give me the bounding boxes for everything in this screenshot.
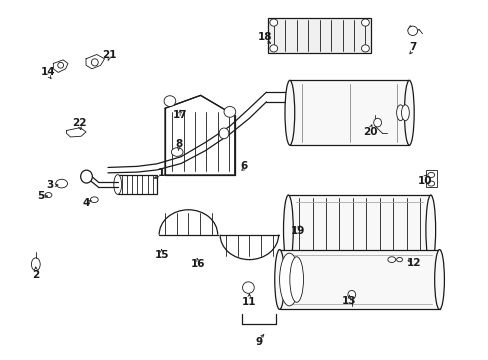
Text: 13: 13	[342, 296, 356, 306]
Text: 20: 20	[362, 127, 377, 136]
Text: 4: 4	[82, 198, 89, 208]
Bar	[279, 249, 439, 310]
Ellipse shape	[114, 175, 122, 194]
Ellipse shape	[387, 257, 395, 262]
Ellipse shape	[242, 282, 254, 293]
Text: 22: 22	[72, 118, 87, 128]
Ellipse shape	[434, 249, 444, 310]
Ellipse shape	[31, 258, 40, 271]
Bar	[425, 170, 436, 187]
Ellipse shape	[361, 19, 368, 26]
Ellipse shape	[91, 59, 98, 66]
Ellipse shape	[401, 105, 408, 121]
Text: 18: 18	[258, 32, 272, 42]
Ellipse shape	[347, 291, 355, 299]
Text: 11: 11	[242, 297, 256, 307]
Ellipse shape	[407, 26, 417, 36]
Bar	[288, 195, 430, 265]
Ellipse shape	[219, 128, 228, 139]
Ellipse shape	[279, 253, 299, 306]
Text: 9: 9	[255, 337, 262, 347]
Ellipse shape	[396, 257, 402, 262]
Text: 19: 19	[290, 226, 305, 236]
Ellipse shape	[425, 195, 435, 265]
Ellipse shape	[427, 181, 434, 186]
Text: 15: 15	[154, 250, 168, 260]
Text: 2: 2	[32, 270, 40, 280]
Text: 5: 5	[37, 191, 44, 201]
Text: 7: 7	[408, 42, 416, 52]
Ellipse shape	[361, 45, 368, 52]
Text: 6: 6	[241, 161, 247, 171]
Text: 3: 3	[46, 180, 53, 190]
Ellipse shape	[285, 80, 294, 145]
Ellipse shape	[269, 19, 277, 26]
Bar	[267, 18, 370, 53]
Text: 10: 10	[417, 176, 431, 186]
Text: 12: 12	[406, 258, 421, 268]
Ellipse shape	[269, 45, 277, 52]
Ellipse shape	[56, 179, 67, 188]
Ellipse shape	[396, 105, 404, 121]
Ellipse shape	[58, 62, 63, 68]
Ellipse shape	[274, 249, 284, 310]
Ellipse shape	[45, 193, 52, 198]
Text: 8: 8	[175, 139, 182, 149]
Ellipse shape	[163, 96, 175, 107]
Bar	[289, 80, 408, 145]
Ellipse shape	[171, 148, 183, 156]
Text: 1: 1	[158, 168, 165, 178]
Text: 17: 17	[172, 111, 187, 121]
Text: 16: 16	[190, 259, 205, 269]
Bar	[118, 175, 157, 194]
Ellipse shape	[289, 257, 303, 302]
Ellipse shape	[90, 197, 98, 203]
Ellipse shape	[81, 170, 92, 183]
Ellipse shape	[404, 80, 413, 145]
Ellipse shape	[224, 107, 235, 117]
Ellipse shape	[283, 195, 293, 265]
Ellipse shape	[427, 172, 434, 177]
Ellipse shape	[373, 118, 381, 127]
Text: 21: 21	[102, 50, 116, 60]
Text: 14: 14	[41, 67, 56, 77]
